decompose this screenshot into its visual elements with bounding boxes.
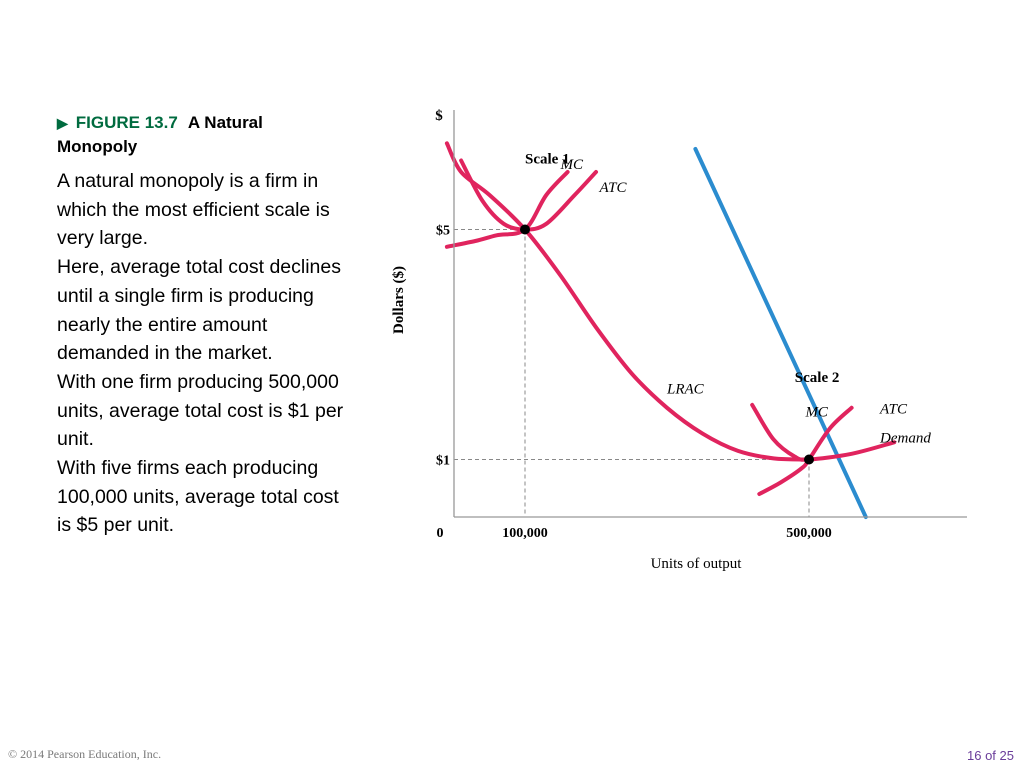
lrac-curve bbox=[444, 141, 811, 462]
x-axis-label: Units of output bbox=[651, 556, 743, 572]
y-tick-label: $1 bbox=[436, 454, 450, 469]
scale-1-label: Scale 1 bbox=[525, 151, 570, 167]
lrac-label: LRAC bbox=[666, 381, 705, 397]
atc-label: ATC bbox=[879, 402, 908, 418]
triangle-right-icon: ▶ bbox=[57, 115, 68, 131]
x-tick-label: 0 bbox=[437, 526, 444, 541]
equilibrium-point bbox=[520, 224, 530, 235]
y-axis-label: Dollars ($) bbox=[391, 266, 407, 334]
figure-number: FIGURE 13.7 bbox=[75, 113, 178, 132]
x-tick-label: 500,000 bbox=[786, 526, 832, 541]
equilibrium-point bbox=[804, 454, 814, 465]
x-tick-label: 100,000 bbox=[502, 526, 548, 541]
figure-heading: ▶ FIGURE 13.7 A Natural Monopoly bbox=[57, 111, 347, 158]
mc-label: MC bbox=[804, 404, 828, 420]
scale-2-atc-curve bbox=[750, 402, 897, 462]
caption-paragraph: With five firms each producing 100,000 u… bbox=[57, 457, 339, 537]
y-axis-symbol: $ bbox=[435, 108, 443, 124]
caption-paragraph: Here, average total cost declines until … bbox=[57, 256, 341, 365]
atc-label: ATC bbox=[599, 180, 628, 196]
figure-caption: A natural monopoly is a firm in which th… bbox=[57, 167, 349, 540]
mc-label: MC bbox=[560, 157, 584, 173]
figure-title: A Natural Monopoly bbox=[57, 113, 263, 156]
page-counter: 16 of 25 bbox=[967, 748, 1014, 763]
demand-curve bbox=[693, 147, 868, 519]
scale-2-label: Scale 2 bbox=[795, 370, 840, 386]
demand-label: Demand bbox=[879, 430, 931, 446]
natural-monopoly-chart: $ Dollars ($) Units of output 0 100,000 50… bbox=[391, 108, 967, 572]
caption-paragraph: A natural monopoly is a firm in which th… bbox=[57, 170, 330, 250]
scale-1-mc-curve bbox=[444, 170, 570, 249]
scale-2-mc-curve bbox=[757, 405, 854, 496]
caption-paragraph: With one firm producing 500,000 units, a… bbox=[57, 370, 344, 451]
copyright-text: © 2014 Pearson Education, Inc. bbox=[8, 747, 162, 761]
y-tick-label: $5 bbox=[436, 224, 450, 239]
